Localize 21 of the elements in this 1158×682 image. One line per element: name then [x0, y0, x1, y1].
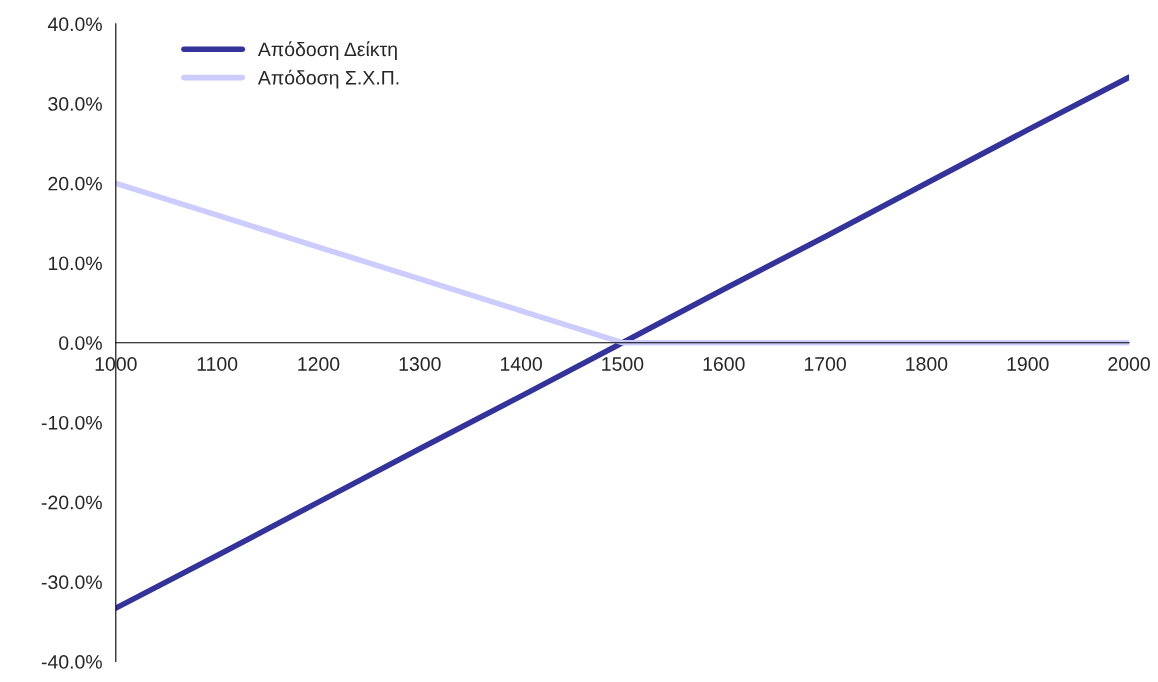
y-tick-label: -10.0% — [41, 415, 102, 430]
y-tick-label: -20.0% — [41, 495, 102, 510]
x-tick-label: 1200 — [298, 357, 340, 371]
y-tick-label: 10.0% — [48, 256, 102, 271]
y-tick-label: 40.0% — [47, 17, 102, 32]
y-tick-label: -30.0% — [41, 575, 102, 590]
x-tick-label: 2000 — [1108, 357, 1150, 371]
x-tick-label: 1500 — [602, 357, 644, 371]
x-tick-label: 1400 — [500, 357, 542, 371]
legend-label: Απόδοση Σ.Χ.Π. — [257, 69, 399, 89]
y-tick-label: 30.0% — [48, 97, 102, 111]
x-tick-label: 1800 — [906, 357, 948, 371]
y-tick-label: -40.0% — [41, 655, 102, 669]
x-tick-label: 1900 — [1007, 357, 1049, 371]
y-tick-label: 0.0% — [59, 336, 102, 350]
x-tick-label: 1600 — [703, 357, 745, 371]
x-tick-label: 1300 — [399, 357, 441, 371]
legend-label: Απόδοση Δείκτη — [257, 41, 397, 61]
x-tick-label: 1100 — [197, 357, 238, 371]
x-tick-label: 1700 — [804, 357, 846, 371]
y-tick-label: 20.0% — [48, 176, 102, 191]
